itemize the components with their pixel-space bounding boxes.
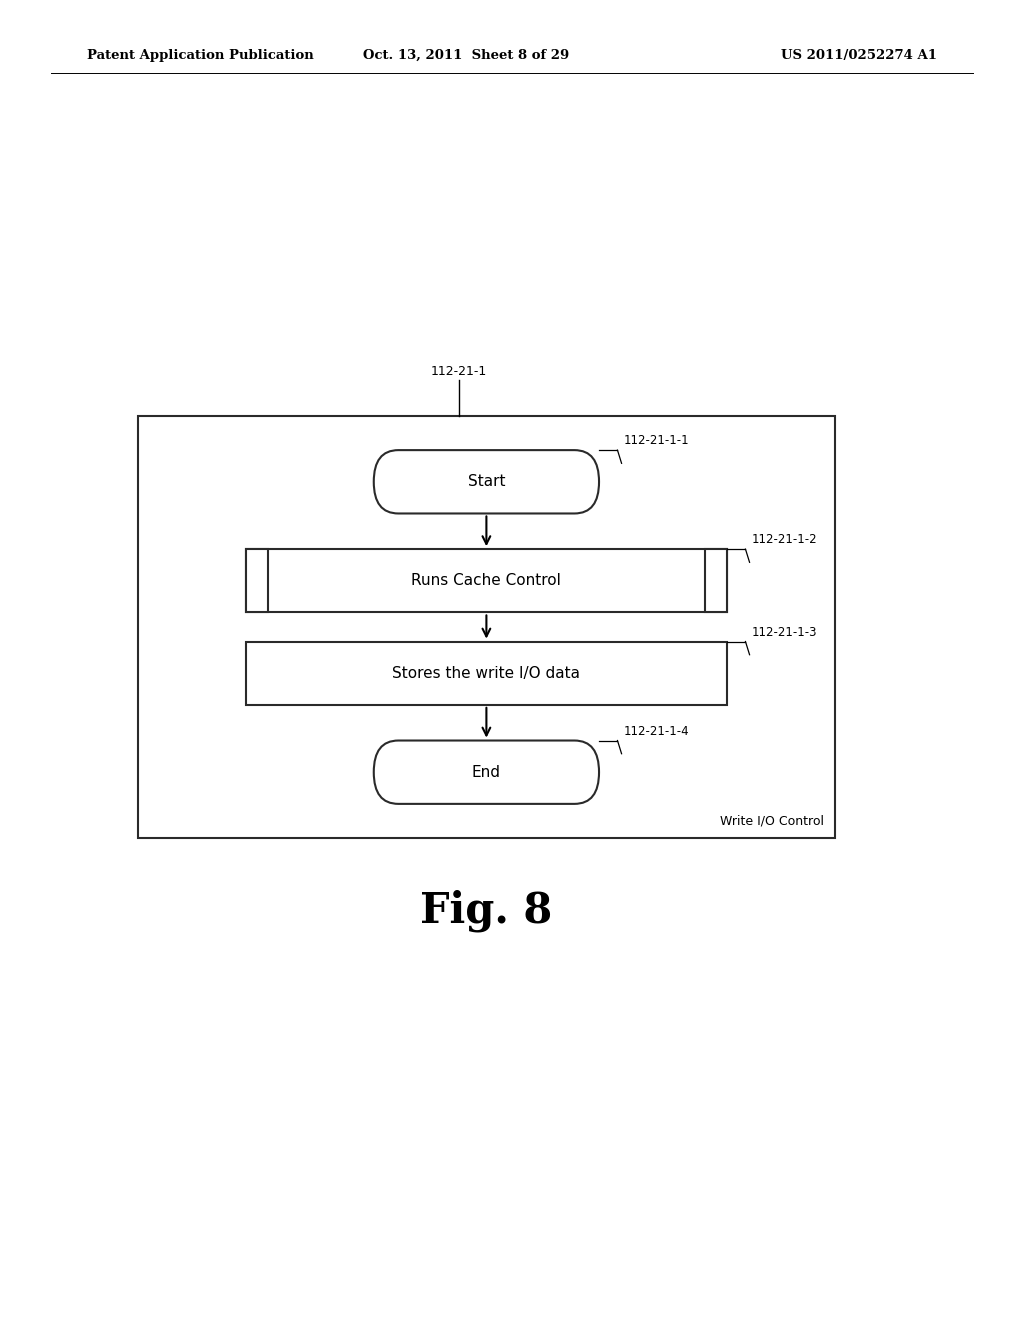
Text: Start: Start <box>468 474 505 490</box>
Bar <box>138 416 835 838</box>
Text: Patent Application Publication: Patent Application Publication <box>87 49 313 62</box>
Text: End: End <box>472 764 501 780</box>
Text: 112-21-1-2: 112-21-1-2 <box>752 533 817 546</box>
Bar <box>246 642 727 705</box>
Text: Fig. 8: Fig. 8 <box>420 890 553 932</box>
Text: 112-21-1-1: 112-21-1-1 <box>624 434 689 447</box>
FancyBboxPatch shape <box>374 450 599 513</box>
Text: 112-21-1-4: 112-21-1-4 <box>624 725 689 738</box>
Bar <box>246 549 268 612</box>
Bar <box>705 549 727 612</box>
FancyBboxPatch shape <box>374 741 599 804</box>
Text: Oct. 13, 2011  Sheet 8 of 29: Oct. 13, 2011 Sheet 8 of 29 <box>362 49 569 62</box>
Bar <box>246 549 727 612</box>
Text: 112-21-1: 112-21-1 <box>430 364 486 378</box>
Text: Stores the write I/O data: Stores the write I/O data <box>392 665 581 681</box>
Text: Write I/O Control: Write I/O Control <box>720 814 824 828</box>
Text: 112-21-1-3: 112-21-1-3 <box>752 626 817 639</box>
Text: US 2011/0252274 A1: US 2011/0252274 A1 <box>781 49 937 62</box>
Text: Runs Cache Control: Runs Cache Control <box>412 573 561 589</box>
